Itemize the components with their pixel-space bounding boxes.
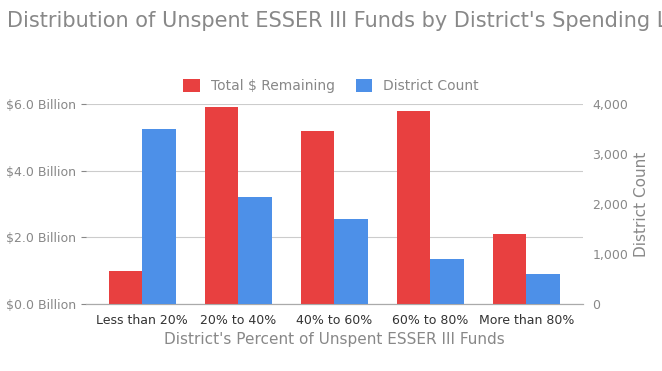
- Y-axis label: District Count: District Count: [634, 151, 649, 257]
- Legend: Total $ Remaining, District Count: Total $ Remaining, District Count: [177, 74, 485, 99]
- Bar: [526, 274, 560, 304]
- Bar: [334, 219, 368, 304]
- Bar: [493, 234, 526, 304]
- Text: Distribution of Unspent ESSER III Funds by District's Spending Levels: Distribution of Unspent ESSER III Funds …: [7, 11, 662, 31]
- Bar: [430, 259, 464, 304]
- Bar: [238, 197, 272, 304]
- X-axis label: District's Percent of Unspent ESSER III Funds: District's Percent of Unspent ESSER III …: [164, 332, 504, 348]
- Bar: [397, 111, 430, 304]
- Bar: [142, 129, 176, 304]
- Bar: [301, 131, 334, 304]
- Bar: [109, 271, 142, 304]
- Bar: [205, 107, 238, 304]
